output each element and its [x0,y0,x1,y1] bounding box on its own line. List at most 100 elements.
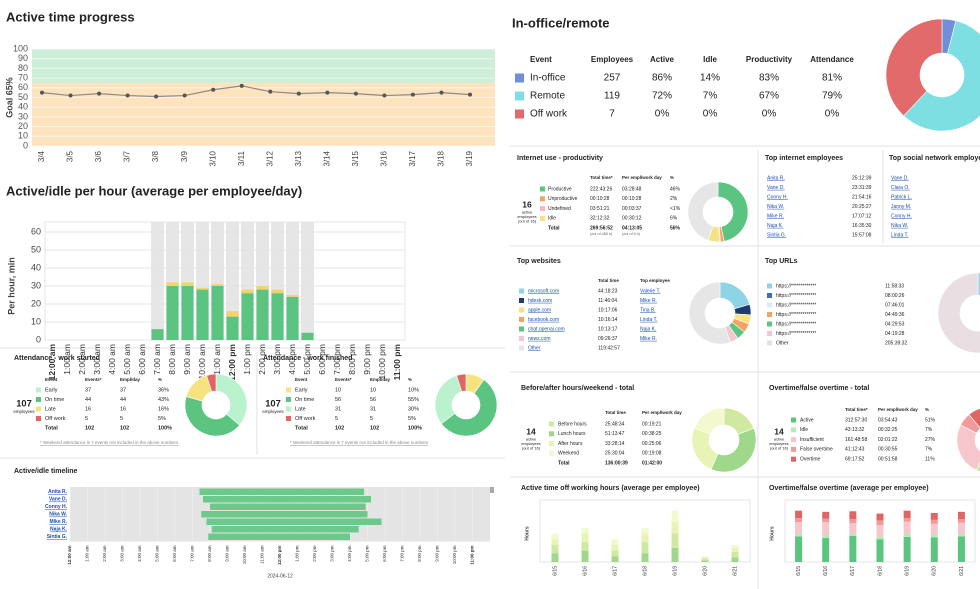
table-cell: 03:54:43 [878,417,898,423]
point [382,93,387,98]
legend-swatch [36,397,41,402]
table-cell: 222:43:26 [590,186,612,192]
table-cell: 72% [652,91,672,102]
bar-segment [903,536,911,562]
x-tick-label: 6/20 [932,566,938,576]
x-tick-label: 3/14 [322,150,331,166]
x-tick-label: 2:00 pm [312,545,317,562]
point [353,91,358,96]
x-tick-label: 3:00 am [92,344,102,375]
x-tick-label: 12:00 am [47,344,57,381]
x-tick-label: 3/9 [180,150,189,162]
y-tick-label: 30 [31,280,41,290]
table-cell: Linda T. [640,317,657,323]
legend-swatch [515,73,524,83]
table-cell: 02:01:22 [878,437,898,443]
table-cell: 67% [759,91,779,102]
employee-name: Patrick L. [891,194,912,200]
row-label: Early [295,387,308,393]
x-tick-label: 10:00 pm [377,344,387,379]
activity-span [211,526,359,533]
column-header: Event [295,377,308,382]
panel-title: Top websites [517,258,561,265]
table-cell: 30% [408,406,419,412]
legend-swatch [286,387,291,393]
chart-title: Active/idle timeline [14,468,78,475]
table-cell: 32:12:32 [590,216,610,222]
donut-slice [456,373,467,393]
bar-segment [581,533,589,543]
row-label: Other [776,340,789,346]
legend-swatch [767,293,772,298]
goal-band [32,49,495,83]
time: 23:31:39 [852,185,872,191]
table-cell: 51% [925,417,936,423]
bar-segment [795,510,803,519]
table-cell: 10 [335,387,341,393]
donut-slice [885,18,943,117]
column-header: Total time [605,410,626,415]
panel-title: Top internet employees [765,155,843,162]
legend-swatch [519,298,524,303]
legend-swatch [791,417,796,423]
bar-segment [551,539,559,545]
legend-swatch [519,317,524,322]
summary: 14 [774,426,784,436]
x-tick-label: 3/12 [265,150,274,166]
table-cell: 205:39:32 [885,340,907,346]
legend-swatch [540,215,545,221]
summary: (out of 16) [518,219,537,224]
y-tick-label: 60 [18,82,28,92]
x-tick-label: 12:00 pm [277,546,282,566]
table-cell: 51:13:47 [605,431,625,437]
y-tick-label: 0 [23,140,28,150]
table-cell: 04:19:28 [885,331,905,337]
table-cell: 5 [335,416,338,422]
x-tick-label: 12:00 am [67,546,72,565]
x-tick-label: 3/6 [94,150,103,162]
table-cell: 31 [335,406,341,412]
y-tick-label: 10 [18,131,28,141]
row-label: Overtime [800,457,821,463]
bar-segment [701,557,709,559]
x-tick-label: 7:00 pm [400,545,405,562]
bar-segment [286,296,299,340]
x-tick-label: 9:00 pm [435,545,440,562]
employee-name: Nika W. [49,512,67,518]
legend-swatch [519,288,524,294]
y-tick-label: 40 [18,102,28,112]
table-cell: Valerie T. [640,288,660,294]
footnote: * Weekend attendance is 7 events not inc… [40,440,179,445]
bar-segment [701,556,709,558]
employee-name: Naja K. [767,223,783,229]
x-tick-label: 5:00 pm [365,545,370,562]
bar-segment [211,284,224,286]
x-tick-label: 5:00 am [122,344,132,375]
below-goal-band [32,82,495,146]
x-tick-label: 6/16 [823,566,829,576]
table-cell: Mike R. [640,336,657,342]
legend-swatch [767,331,772,336]
bar-segment [876,524,884,537]
employee-name: Sintia G. [47,534,68,540]
bar-segment [611,544,619,551]
summary: employees [521,441,540,446]
column-header: Empl/day [120,377,141,382]
bar-segment [301,332,314,340]
table-cell: 33:28:14 [605,441,625,447]
column-header: Per empl/work day [642,410,682,415]
table-cell: 7% [925,427,933,433]
bar-segment [731,551,739,558]
row-label: Lunch hours [558,431,586,437]
donut-slice [206,373,217,393]
panel-title: Top social network employees [889,155,980,162]
column-header: Per empl/work day [878,407,918,412]
table-cell: 119:42:57 [598,345,620,351]
time: 17:07:12 [852,213,872,219]
x-tick-label: 6:00 am [172,545,177,562]
legend-swatch [36,406,41,412]
table-cell: 37 [120,387,126,393]
table-cell: 14% [700,73,720,84]
donut-slice [694,407,725,435]
table-cell: 04:49:36 [885,312,905,318]
